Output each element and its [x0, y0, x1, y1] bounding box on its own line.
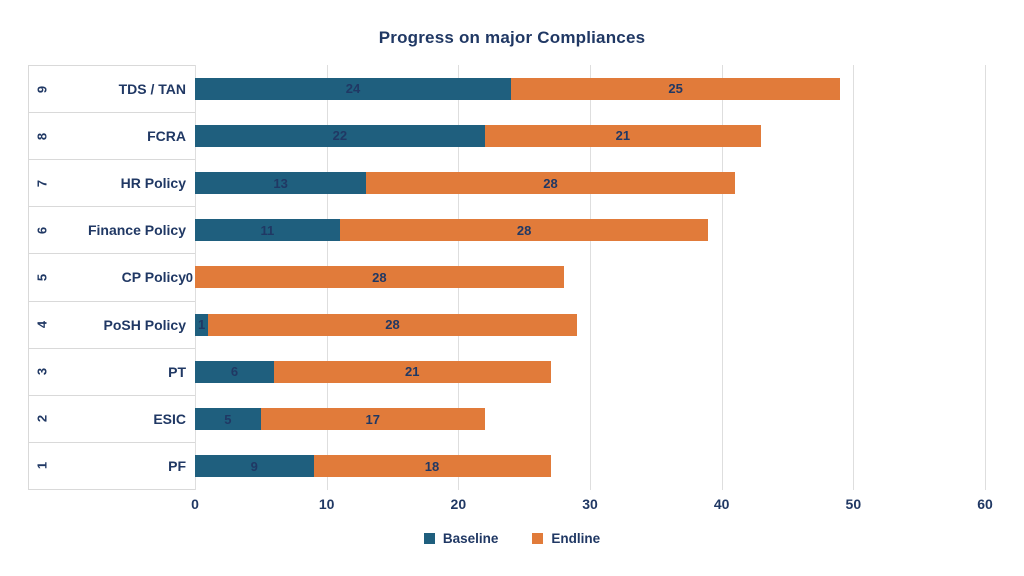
category-number: 8: [34, 132, 50, 140]
category-label: FCRA: [147, 128, 186, 145]
category-number: 6: [34, 226, 50, 234]
endline-bar-segment: 28: [366, 172, 735, 195]
category-label: HR Policy: [120, 175, 186, 192]
data-label: 13: [273, 175, 288, 191]
baseline-bar-segment: 22: [195, 124, 485, 147]
category-label: ESIC: [153, 410, 186, 427]
x-tick-label: 30: [582, 496, 598, 512]
baseline-bar-segment: 1: [195, 313, 209, 336]
category-label: PT: [168, 363, 186, 380]
bar-row: 22 21: [195, 112, 985, 159]
category-label: CP Policy: [121, 269, 186, 286]
endline-bar-segment: 28: [339, 219, 709, 242]
category-axis: 9 TDS / TAN 8 FCRA 7 HR Policy 6 Finance Policy…: [28, 65, 195, 490]
data-label: 28: [385, 317, 400, 333]
data-label: 5: [224, 411, 232, 427]
data-label: 28: [543, 175, 558, 191]
x-tick-label: 20: [450, 496, 467, 512]
category-label: Finance Policy: [87, 222, 186, 239]
endline-bar-segment: 25: [511, 77, 841, 100]
bar-row: 6 21: [195, 348, 985, 395]
category-row: 3 PT: [29, 347, 195, 395]
legend-item-endline: Endline: [532, 531, 600, 546]
category-number: 2: [34, 415, 50, 423]
category-row: 5 CP Policy: [29, 253, 195, 300]
data-label: 28: [516, 222, 532, 238]
category-number: 4: [34, 320, 50, 329]
legend: Baseline Endline: [0, 531, 1024, 546]
category-row: 2 ESIC: [29, 394, 195, 442]
category-number: 9: [34, 85, 50, 93]
legend-item-baseline: Baseline: [423, 531, 499, 546]
legend-label: Endline: [551, 531, 601, 546]
x-tick-label: 50: [845, 496, 862, 512]
bar-row: 1 28: [195, 301, 985, 348]
endline-bar-segment: 28: [208, 313, 577, 336]
data-label: 11: [260, 222, 275, 238]
endline-swatch-icon: [532, 533, 544, 544]
data-label: 18: [424, 458, 440, 474]
bar-row: 11 28: [195, 207, 985, 254]
baseline-bar-segment: 11: [195, 219, 340, 242]
endline-bar-segment: 17: [260, 408, 485, 431]
value-axis: 0 10 20 30 40 50 60: [191, 496, 993, 514]
category-number: 3: [34, 368, 50, 376]
gridline: [985, 65, 986, 490]
x-tick-label: 10: [318, 496, 335, 512]
gridline: [590, 65, 591, 490]
data-label: 28: [372, 269, 387, 285]
baseline-bar-segment: 5: [195, 408, 261, 431]
data-label: 9: [250, 458, 258, 474]
category-row: 9 TDS / TAN: [29, 65, 195, 112]
data-label: 0: [185, 269, 193, 285]
category-row: 1 PF: [29, 441, 195, 490]
baseline-bar-segment: 6: [195, 360, 274, 383]
bar-row: 24 25: [195, 65, 985, 112]
x-tick-label: 40: [713, 496, 730, 512]
category-number: 7: [34, 179, 50, 187]
bar-row: 9 18: [195, 443, 985, 490]
baseline-bar-segment: 13: [195, 172, 367, 195]
x-tick-label: 60: [977, 496, 993, 512]
data-label: 17: [365, 411, 380, 427]
category-row: 6 Finance Policy: [29, 206, 195, 253]
category-row: 4 PoSH Policy: [29, 300, 195, 348]
bar-row: 0 28: [186, 254, 985, 301]
endline-bar-segment: 21: [274, 360, 551, 383]
data-label: 21: [405, 364, 420, 380]
category-label: PoSH Policy: [103, 316, 186, 333]
baseline-swatch-icon: [423, 533, 435, 544]
gridline: [853, 65, 855, 490]
bar-row: 13 28: [195, 159, 985, 206]
gridline: [721, 65, 723, 490]
data-label: 21: [615, 128, 631, 144]
legend-label: Baseline: [442, 531, 499, 546]
plot-area: 24 25 22 21 13 28 11 28 0 28 1 28 6 21 5 17 9 18: [186, 65, 986, 490]
category-number: 1: [34, 462, 50, 470]
endline-bar-segment: 21: [484, 124, 762, 147]
category-row: 8 FCRA: [29, 112, 195, 159]
x-tick-label: 0: [191, 496, 199, 512]
data-label: 1: [197, 317, 206, 333]
data-label: 22: [332, 128, 348, 144]
baseline-bar-segment: 24: [195, 77, 511, 100]
bar-row: 5 17: [195, 396, 985, 443]
category-label: TDS / TAN: [118, 81, 186, 98]
baseline-bar-segment: 9: [195, 455, 314, 478]
data-label: 24: [345, 81, 361, 97]
category-number: 5: [34, 273, 50, 282]
category-label: PF: [168, 457, 186, 474]
endline-bar-segment: 28: [195, 266, 564, 289]
data-label: 25: [668, 81, 683, 97]
endline-bar-segment: 18: [313, 455, 551, 478]
category-row: 7 HR Policy: [29, 159, 195, 206]
data-label: 6: [230, 364, 239, 380]
chart-title: Progress on major Compliances: [378, 28, 646, 47]
